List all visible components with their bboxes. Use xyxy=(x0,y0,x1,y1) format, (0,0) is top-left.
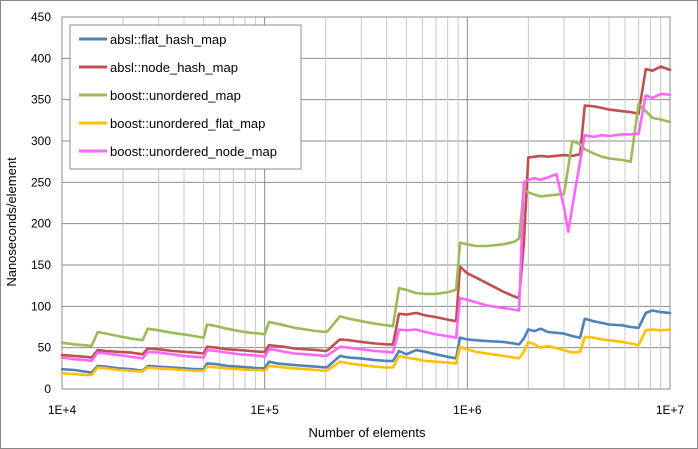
legend-box xyxy=(69,24,302,170)
y-tick-label-0: 0 xyxy=(44,382,51,396)
x-tick-label-1: 1E+5 xyxy=(250,403,279,417)
legend-label-2: boost::unordered_map xyxy=(110,88,241,103)
x-axis-title: Number of elements xyxy=(308,425,426,440)
x-axis-tick-labels: 1E+4 1E+5 1E+6 1E+7 xyxy=(48,403,685,417)
legend-label-3: boost::unordered_flat_map xyxy=(110,116,265,131)
plot-area-border xyxy=(61,16,671,390)
x-tick-label-2: 1E+6 xyxy=(453,403,482,417)
y-tick-label-6: 300 xyxy=(31,134,51,148)
legend-label-1: absl::node_hash_map xyxy=(110,60,238,75)
series-line-2 xyxy=(60,102,672,348)
y-tick-label-1: 50 xyxy=(38,341,52,355)
series-line-3 xyxy=(60,328,672,377)
series-line-1 xyxy=(60,65,672,359)
series-line-0 xyxy=(60,309,672,374)
y-tick-label-5: 250 xyxy=(31,175,51,189)
y-tick-label-9: 450 xyxy=(31,10,51,24)
y-axis-tick-labels: 0 50 100 150 200 250 300 350 400 450 xyxy=(31,10,51,396)
legend: absl::flat_hash_mapabsl::node_hash_mapbo… xyxy=(69,24,302,170)
y-tick-label-8: 400 xyxy=(31,51,51,65)
y-tick-label-7: 350 xyxy=(31,93,51,107)
legend-label-4: boost::unordered_node_map xyxy=(110,144,277,159)
x-tick-label-3: 1E+7 xyxy=(656,403,685,417)
legend-label-0: absl::flat_hash_map xyxy=(110,32,226,47)
y-tick-label-3: 150 xyxy=(31,258,51,272)
series-layer xyxy=(60,65,672,377)
y-tick-label-4: 200 xyxy=(31,217,51,231)
x-tick-label-0: 1E+4 xyxy=(48,403,77,417)
y-tick-label-2: 100 xyxy=(31,299,51,313)
series-line-4 xyxy=(60,92,672,363)
y-axis-title: Nanoseconds/element xyxy=(4,157,19,287)
